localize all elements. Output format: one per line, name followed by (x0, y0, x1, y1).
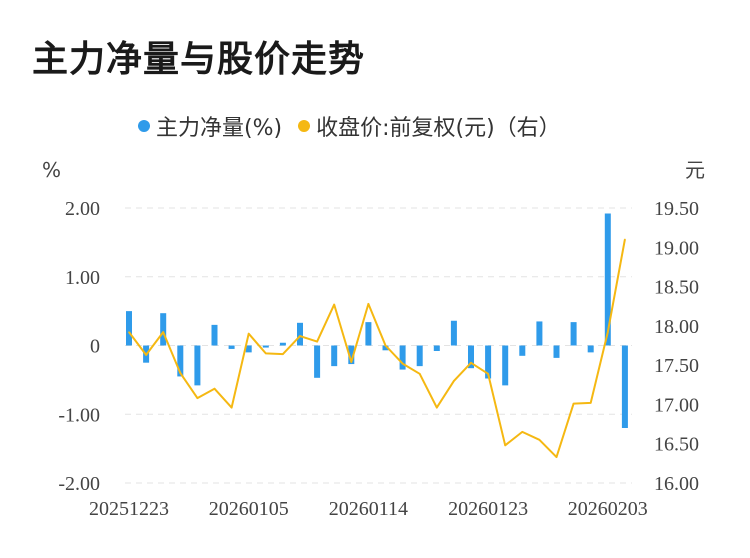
net-volume-bar (485, 345, 492, 379)
close-price-point (572, 402, 575, 405)
net-volume-bar (450, 320, 457, 346)
right-tick-label: 17.50 (654, 355, 699, 377)
net-volume-bar (468, 345, 474, 369)
right-axis-unit: 元 (685, 158, 705, 182)
close-price-point (230, 406, 233, 409)
close-price-line (128, 238, 626, 459)
net-volume-bar (279, 342, 286, 346)
left-tick-label: -1.00 (58, 404, 100, 426)
close-price-point (436, 406, 438, 409)
left-axis-unit: % (42, 158, 61, 182)
chart-title: 主力净量与股价走势 (32, 39, 366, 80)
close-price-point (145, 354, 147, 356)
close-price-point (470, 361, 472, 364)
close-price-point (521, 431, 524, 433)
close-price-series-line (128, 239, 626, 459)
net-volume-bar (245, 345, 252, 353)
net-volume-bar (587, 345, 594, 353)
x-axis-ticks: 20251223 20260105 20260114 20260123 20260203 (89, 498, 648, 520)
left-axis-ticks: 2.00 1.00 0 -1.00 -2.00 (58, 198, 100, 495)
close-price-point (453, 380, 455, 382)
legend-dot-close-price (298, 120, 311, 132)
net-volume-bar (382, 345, 389, 351)
net-volume-bar (553, 345, 560, 358)
close-price-point (128, 331, 130, 333)
close-price-point (282, 353, 284, 355)
net-volume-bar (160, 313, 167, 346)
net-volume-bars (126, 213, 628, 428)
close-price-point (589, 402, 592, 404)
x-tick-label: 20260203 (568, 498, 648, 520)
net-volume-bar (126, 311, 132, 346)
right-axis-ticks: 19.50 19.00 18.50 18.00 17.50 17.00 16.50 16.00 (654, 198, 699, 495)
x-tick-label: 20260114 (329, 498, 408, 520)
close-price-point (196, 397, 199, 399)
net-volume-bar (433, 345, 440, 351)
net-volume-bar (331, 345, 338, 367)
right-tick-label: 18.50 (654, 277, 699, 299)
net-volume-bar (621, 345, 628, 428)
net-volume-bar (536, 321, 543, 346)
x-tick-label: 20260105 (209, 498, 289, 520)
close-price-point (624, 238, 626, 241)
net-volume-bar (211, 324, 218, 346)
right-tick-label: 18.00 (654, 316, 699, 338)
close-price-point (162, 331, 164, 333)
close-price-point (487, 372, 489, 375)
close-price-point (418, 372, 421, 375)
net-volume-bar (416, 345, 423, 367)
legend: 主力净量(%) 收盘价:前复权(元)（右） (138, 110, 577, 142)
left-tick-label: 2.00 (65, 198, 100, 220)
close-price-point (367, 303, 370, 305)
grid-lines (125, 207, 632, 484)
close-price-point (247, 332, 250, 335)
close-price-point (350, 361, 353, 363)
close-price-point (384, 344, 387, 347)
net-volume-bar (365, 322, 372, 346)
legend-item-close-price[interactable]: 收盘价:前复权(元)（右） (298, 110, 561, 142)
close-price-point (316, 340, 318, 343)
left-tick-label: 0 (90, 336, 100, 358)
right-tick-label: 17.00 (654, 394, 699, 416)
legend-dot-net-volume (138, 120, 150, 132)
net-volume-bar (348, 345, 355, 365)
net-volume-bar (399, 345, 406, 370)
close-price-point (555, 456, 558, 458)
net-volume-bar (194, 345, 201, 386)
legend-label-net-volume: 主力净量(%) (156, 116, 283, 141)
close-price-point (179, 372, 182, 374)
right-tick-label: 16.50 (654, 434, 699, 456)
net-volume-bar (519, 345, 526, 356)
net-volume-bar (604, 213, 611, 346)
close-price-point (299, 335, 301, 337)
close-price-point (265, 352, 267, 355)
net-volume-bar (314, 345, 321, 378)
x-tick-label: 20251223 (89, 498, 169, 520)
close-price-point (504, 444, 507, 447)
left-tick-label: -2.00 (58, 473, 100, 495)
x-tick-label: 20260123 (448, 498, 528, 520)
close-price-point (538, 438, 541, 441)
net-volume-bar (297, 322, 303, 346)
net-volume-bar (177, 345, 184, 377)
right-tick-label: 19.50 (654, 198, 699, 220)
net-volume-bar (570, 322, 577, 346)
close-price-point (401, 362, 404, 365)
legend-label-close-price: 收盘价:前复权(元)（右） (316, 116, 561, 141)
right-tick-label: 19.00 (654, 237, 699, 259)
right-tick-label: 16.00 (654, 473, 699, 495)
net-volume-bar (502, 345, 509, 386)
net-volume-bar (262, 345, 269, 348)
close-price-point (333, 303, 336, 306)
legend-item-net-volume[interactable]: 主力净量(%) (138, 110, 282, 142)
net-volume-bar (228, 345, 235, 349)
close-price-point (607, 331, 609, 333)
left-tick-label: 1.00 (65, 267, 100, 289)
close-price-point (213, 387, 216, 390)
